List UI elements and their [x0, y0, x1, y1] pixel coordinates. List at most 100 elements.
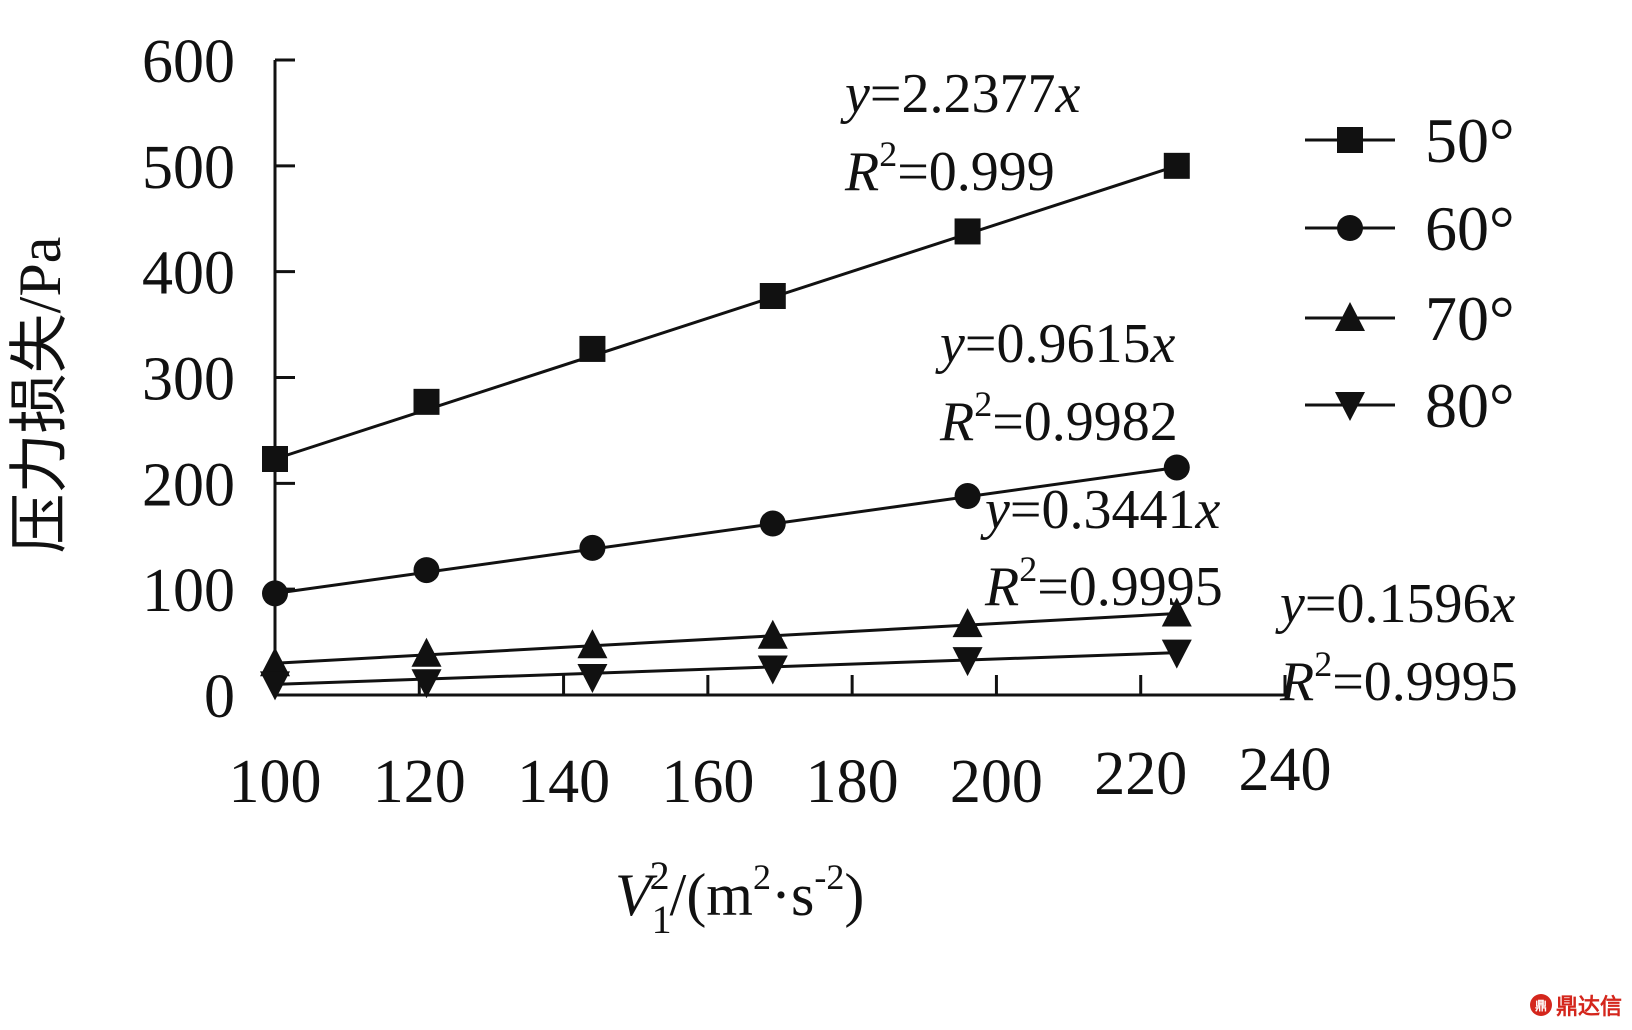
legend-label: 80° [1425, 370, 1515, 441]
equation-line: y=0.1596x [1275, 573, 1515, 635]
x-axis-title: V12/(m2·s-2) [615, 853, 864, 942]
data-point [759, 510, 786, 537]
fit-equations: y=2.2377xR2=0.999y=0.9615xR2=0.9982y=0.3… [840, 63, 1518, 713]
legend: 50° 60° 70° 80° [1305, 105, 1515, 441]
equation-coef: =2.2377 [870, 63, 1056, 125]
r-value: =0.9995 [1332, 651, 1518, 713]
legend-label: 70° [1425, 283, 1515, 354]
y-tick-label: 400 [142, 240, 235, 308]
equation-line: y=0.3441x [980, 479, 1220, 541]
x-title-unit-sup: 2 [753, 857, 771, 897]
r-symbol: R [984, 556, 1019, 618]
equation-y: y [1275, 573, 1305, 635]
legend-item-2: 70° [1305, 283, 1515, 354]
series [260, 152, 1192, 701]
r-squared-line: R2=0.999 [844, 134, 1055, 203]
legend-marker [1337, 127, 1363, 153]
data-point [577, 629, 608, 659]
x-title-unit2-sup: -2 [814, 857, 844, 897]
data-point [260, 671, 290, 701]
equation-y: y [840, 63, 870, 125]
x-title-sup: 2 [650, 853, 670, 898]
x-title-close: ) [844, 862, 864, 928]
x-tick-label: 160 [661, 748, 754, 816]
data-point [262, 445, 288, 472]
r-value: =0.9995 [1037, 556, 1223, 618]
legend-item-0: 50° [1305, 105, 1515, 176]
y-tick-label: 300 [142, 346, 235, 414]
series-2 [260, 597, 1192, 677]
x-tick-label: 120 [373, 748, 466, 816]
data-point [954, 218, 981, 245]
y-tick-label: 200 [142, 451, 235, 519]
r-squared-line: R2=0.9982 [939, 384, 1178, 453]
legend-item-3: 80° [1305, 370, 1515, 441]
r-exponent: 2 [879, 134, 897, 174]
data-point [757, 619, 788, 649]
r-value: =0.9982 [992, 391, 1178, 453]
equation-coef: =0.9615 [965, 313, 1151, 375]
y-tick-label: 500 [142, 134, 235, 202]
y-tick-label: 600 [142, 28, 235, 96]
data-point [1163, 454, 1190, 481]
data-point [757, 655, 788, 685]
x-tick-label: 240 [1239, 736, 1332, 804]
tick-labels: 0 100 200 300 400 500 600 100 120 140 160 180 200 220… [142, 28, 1332, 816]
x-tick-label: 200 [950, 748, 1043, 816]
data-point [411, 637, 442, 667]
r-symbol: R [939, 391, 974, 453]
equation-x: x [1054, 63, 1080, 125]
fit-line [274, 612, 1177, 665]
y-axis-title: 压力损失/Pa [7, 237, 73, 554]
fit-line [274, 651, 1177, 686]
y-tick-label: 100 [142, 557, 235, 625]
data-point [952, 647, 983, 677]
watermark-logo-icon: 鼎 [1529, 994, 1552, 1016]
data-point [1161, 597, 1192, 627]
watermark-text: 鼎达信 [1555, 995, 1622, 1020]
equation-coef: =0.3441 [1010, 479, 1196, 541]
r-exponent: 2 [1019, 549, 1037, 589]
equation-x: x [1489, 573, 1515, 635]
legend-marker [1335, 302, 1365, 331]
x-title-unit: /(m [670, 862, 753, 928]
data-point [411, 669, 442, 699]
x-title-base: V [615, 862, 658, 928]
r-squared-line: R2=0.9995 [984, 549, 1223, 618]
data-point [413, 388, 440, 415]
r-symbol: R [844, 141, 879, 203]
data-point [759, 283, 786, 310]
data-point [1163, 152, 1190, 179]
legend-label: 50° [1425, 105, 1515, 176]
data-point [260, 647, 290, 677]
equation-line: y=0.9615x [935, 313, 1175, 375]
fit-equation-1: y=0.9615x R2=0.9982 [935, 313, 1178, 453]
series-0 [262, 152, 1190, 472]
fit-equation-3: y=0.1596x R2=0.9995 [1275, 573, 1518, 713]
data-point [577, 664, 608, 694]
equation-coef: =0.1596 [1305, 573, 1491, 635]
data-point [954, 483, 981, 510]
data-point [579, 534, 606, 561]
data-point [1161, 639, 1192, 669]
r-squared-line: R2=0.9995 [1279, 644, 1518, 713]
legend-marker [1337, 215, 1363, 241]
watermark: 鼎 鼎达信 [1529, 989, 1622, 1021]
r-value: =0.999 [897, 141, 1055, 203]
data-point [413, 557, 440, 584]
fit-equation-2: y=0.3441x R2=0.9995 [980, 479, 1223, 618]
series-3 [260, 639, 1192, 701]
legend-marker [1335, 392, 1365, 421]
x-tick-label: 220 [1094, 740, 1187, 808]
x-tick-label: 140 [517, 748, 610, 816]
fit-equation-0: y=2.2377x R2=0.999 [840, 63, 1080, 203]
x-tick-label: 180 [806, 748, 899, 816]
x-title-sub: 1 [652, 897, 672, 942]
data-point [952, 608, 983, 638]
equation-y: y [980, 479, 1010, 541]
x-title-unit2: ·s [771, 862, 814, 928]
legend-label: 60° [1425, 193, 1515, 264]
